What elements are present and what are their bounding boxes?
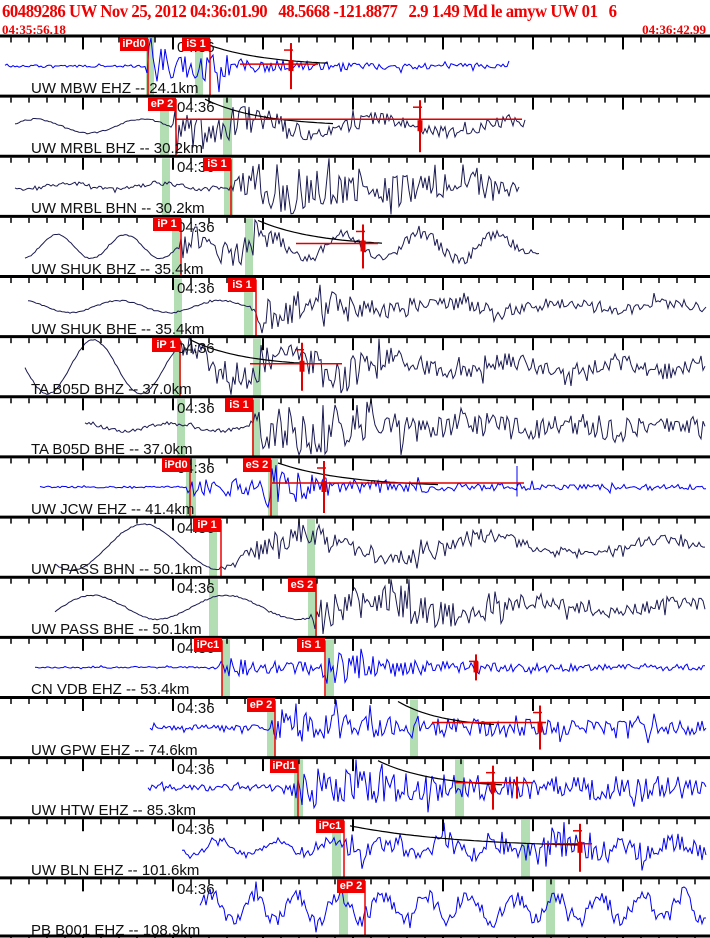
trace-panel-UW-HTW-EHZ[interactable]: 04:36 UW HTW EHZ -- 85.3km iPd1 <box>0 758 710 819</box>
trace-graphics-12 <box>147 759 707 817</box>
trace-graphics-4 <box>27 278 707 336</box>
phase-pick-flag[interactable]: eP 2 <box>247 698 275 713</box>
trace-graphics-1 <box>14 98 526 156</box>
station-label: UW MRBL BHZ -- 30.2km <box>31 140 203 158</box>
trace-panel-UW-MRBL-BHZ[interactable]: 04:36 UW MRBL BHZ -- 30.2km eP 2 <box>0 96 710 158</box>
phase-pick-flag[interactable]: eP 2 <box>148 97 176 112</box>
trace-graphics-9 <box>54 579 706 637</box>
phase-pick-flag[interactable]: iP 1 <box>193 518 221 533</box>
trace-time-label: 04:36 <box>177 339 215 357</box>
phase-pick-flag[interactable]: iP 1 <box>153 217 181 232</box>
phase-pick-flag[interactable]: iS 1 <box>228 277 256 292</box>
trace-panel-UW-JCW-EHZ[interactable]: 04:36 UW JCW EHZ -- 41.4km iPd0 eS 2 <box>0 457 710 519</box>
trace-time-label: 04:36 <box>177 880 215 898</box>
phase-pick-flag[interactable]: iPd0 <box>120 37 148 51</box>
trace-panel-UW-SHUK-BHZ[interactable]: 04:36 UW SHUK BHZ -- 35.4km iP 1 <box>0 216 710 278</box>
trace-panel-TA-B05D-BHZ[interactable]: 04:36 TA B05D BHZ -- 37.0km iP 1 <box>0 337 710 398</box>
trace-time-label: 04:36 <box>177 580 215 598</box>
window-end-time: 04:36:42.99 <box>642 22 706 37</box>
phase-pick-flag[interactable]: eS 2 <box>288 578 316 593</box>
phase-pick-flag[interactable]: iS 1 <box>225 397 253 412</box>
trace-graphics-8 <box>54 519 705 577</box>
event-summary-header: 60489286 UW Nov 25, 2012 04:36:01.90 48.… <box>2 1 617 21</box>
phase-pick-flag[interactable]: iPc1 <box>194 638 222 653</box>
station-label: TA B05D BHE -- 37.0km <box>31 440 193 458</box>
trace-graphics-2 <box>14 158 520 216</box>
trace-graphics-10 <box>34 639 705 697</box>
trace-panel-PB-B001-EHZ[interactable]: 04:36 PB B001 EHZ -- 108.9km eP 2 <box>0 878 710 938</box>
trace-panel-UW-GPW-EHZ[interactable]: 04:36 UW GPW EHZ -- 74.6km eP 2 <box>0 697 710 759</box>
trace-panel-UW-PASS-BHE[interactable]: 04:36 UW PASS BHE -- 50.1km eS 2 <box>0 577 710 639</box>
station-label: UW JCW EHZ -- 41.4km <box>31 501 195 519</box>
phase-pick-flag[interactable]: iS 1 <box>182 37 210 51</box>
station-label: UW SHUK BHE -- 35.4km <box>31 320 205 338</box>
trace-time-label: 04:36 <box>177 99 215 117</box>
trace-panel-UW-SHUK-BHE[interactable]: 04:36 UW SHUK BHE -- 35.4km iS 1 <box>0 277 710 338</box>
phase-pick-flag[interactable]: iPc1 <box>316 818 344 833</box>
phase-pick-flag[interactable]: iS 1 <box>203 157 231 172</box>
trace-time-label: 04:36 <box>177 820 215 838</box>
phase-pick-flag[interactable]: iP 1 <box>152 337 180 352</box>
station-label: UW HTW EHZ -- 85.3km <box>31 801 196 819</box>
trace-time-label: 04:36 <box>177 219 215 237</box>
station-label: UW BLN EHZ -- 101.6km <box>31 861 200 879</box>
station-label: TA B05D BHZ -- 37.0km <box>31 380 192 398</box>
station-label: UW GPW EHZ -- 74.6km <box>31 741 198 759</box>
trace-panel-UW-MRBL-BHN[interactable]: 04:36 UW MRBL BHN -- 30.2km iS 1 <box>0 156 710 218</box>
station-label: UW PASS BHE -- 50.1km <box>31 621 202 639</box>
trace-graphics-7 <box>39 458 707 517</box>
station-label: PB B001 EHZ -- 108.9km <box>31 921 201 938</box>
station-label: UW MRBL BHN -- 30.2km <box>31 200 205 218</box>
phase-pick-flag[interactable]: iS 1 <box>297 638 325 653</box>
trace-panel-UW-BLN-EHZ[interactable]: 04:36 UW BLN EHZ -- 101.6km iPc1 <box>0 818 710 879</box>
window-start-time: 04:35:56.18 <box>2 22 66 37</box>
trace-time-label: 04:36 <box>177 760 215 778</box>
phase-pick-flag[interactable]: eP 2 <box>337 878 365 893</box>
trace-graphics-5 <box>24 338 706 396</box>
trace-time-label: 04:36 <box>177 399 215 417</box>
station-label: UW SHUK BHZ -- 35.4km <box>31 260 204 278</box>
trace-time-label: 04:36 <box>177 279 215 297</box>
phase-pick-flag[interactable]: iPd1 <box>270 758 298 773</box>
station-label: UW MBW EHZ -- 24.1km <box>31 80 199 98</box>
station-label: CN VDB EHZ -- 53.4km <box>31 681 190 699</box>
phase-pick-flag[interactable]: eS 2 <box>243 457 271 472</box>
trace-graphics-0 <box>4 37 510 96</box>
trace-graphics-3 <box>24 218 540 276</box>
trace-graphics-11 <box>149 699 707 757</box>
trace-graphics-14 <box>199 879 706 937</box>
trace-time-label: 04:36 <box>177 700 215 718</box>
trace-panel-TA-B05D-BHE[interactable]: 04:36 TA B05D BHE -- 37.0km iS 1 <box>0 397 710 458</box>
phase-pick-flag[interactable]: iPd0 <box>162 457 190 472</box>
station-label: UW PASS BHN -- 50.1km <box>31 561 203 579</box>
trace-graphics-6 <box>84 398 706 457</box>
